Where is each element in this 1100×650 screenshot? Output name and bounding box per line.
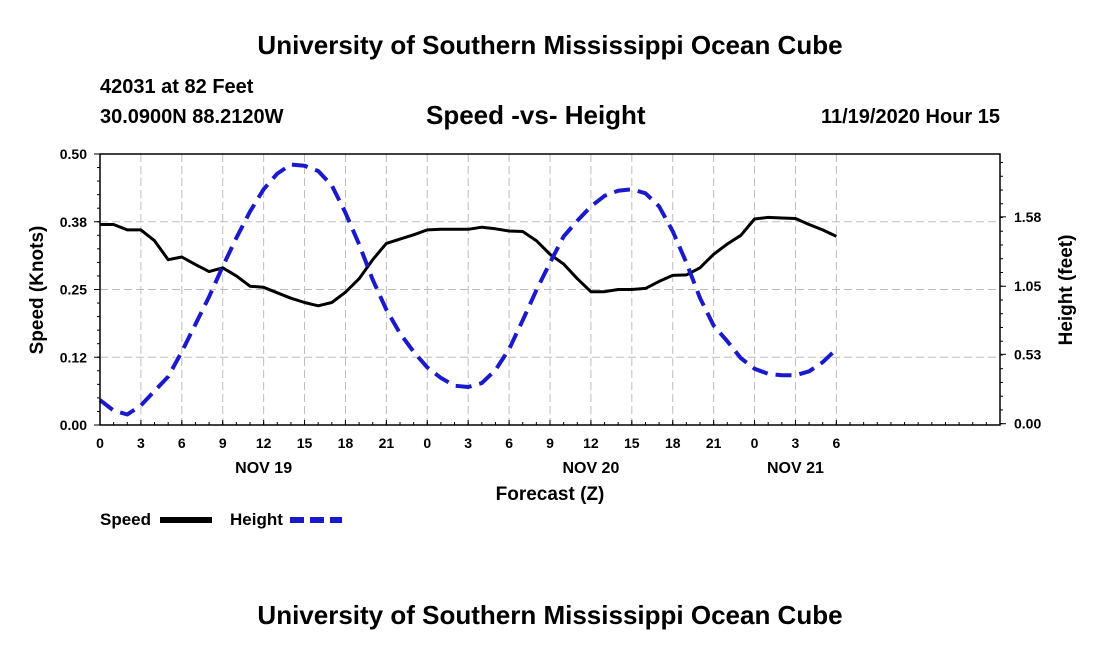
x-axis: 0 3 6 9 12 15 18 21 0 3 6 9 12 15 18 21 0 3 6 NOV 19 NOV 20 N… bbox=[96, 420, 1001, 477]
x-tick-label: 21 bbox=[379, 435, 395, 451]
y-tick-label: 0.38 bbox=[60, 214, 87, 230]
datetime-label: 11/19/2020 Hour 15 bbox=[820, 106, 1000, 128]
day-label: NOV 19 bbox=[235, 460, 292, 477]
legend-height-swatch bbox=[290, 517, 342, 523]
grid-lines bbox=[100, 154, 1000, 425]
speed-series-line bbox=[100, 215, 838, 308]
right-axis: 0.00 0.53 1.05 1.58 bbox=[1000, 162, 1041, 432]
chart: 0.00 0.12 0.25 0.38 0.50 0.00 0.53 1.05 1.58 0 3… bbox=[27, 146, 1077, 505]
height-series-line bbox=[98, 162, 838, 417]
y2-axis-title: Height (feet) bbox=[1056, 235, 1077, 346]
y2-tick-label: 0.53 bbox=[1014, 346, 1041, 362]
y-axis-title: Speed (Knots) bbox=[27, 226, 48, 355]
x-tick-label: 0 bbox=[751, 435, 759, 451]
y2-tick-label: 0.00 bbox=[1014, 416, 1041, 432]
series-layer bbox=[98, 162, 838, 417]
chart-subtitle: Speed -vs- Height bbox=[426, 100, 646, 130]
coordinates-label: 30.0900N 88.2120W bbox=[100, 106, 284, 128]
x-tick-label: 6 bbox=[505, 435, 513, 451]
x-axis-title: Forecast (Z) bbox=[496, 484, 605, 505]
left-axis: 0.00 0.12 0.25 0.38 0.50 bbox=[60, 146, 100, 433]
x-tick-label: 6 bbox=[178, 435, 186, 451]
y2-tick-label: 1.58 bbox=[1014, 209, 1041, 225]
y-tick-label: 0.25 bbox=[60, 282, 87, 298]
x-tick-label: 18 bbox=[665, 435, 681, 451]
x-tick-label: 0 bbox=[96, 435, 104, 451]
day-label: NOV 21 bbox=[767, 460, 824, 477]
x-tick-label: 3 bbox=[137, 435, 145, 451]
x-tick-label: 9 bbox=[546, 435, 554, 451]
x-tick-label: 18 bbox=[338, 435, 354, 451]
y2-tick-label: 1.05 bbox=[1014, 278, 1041, 294]
x-tick-label: 0 bbox=[423, 435, 431, 451]
x-tick-label: 12 bbox=[256, 435, 272, 451]
chart-title-top: University of Southern Mississippi Ocean… bbox=[257, 30, 843, 60]
x-tick-label: 9 bbox=[219, 435, 227, 451]
y-tick-label: 0.50 bbox=[60, 146, 87, 162]
x-tick-label: 12 bbox=[583, 435, 599, 451]
x-tick-label: 6 bbox=[832, 435, 840, 451]
x-tick-label: 15 bbox=[624, 435, 640, 451]
legend-speed-swatch bbox=[160, 517, 212, 523]
x-tick-label: 3 bbox=[464, 435, 472, 451]
y-tick-label: 0.12 bbox=[60, 349, 87, 365]
y-tick-label: 0.00 bbox=[60, 417, 87, 433]
chart-title-bottom: University of Southern Mississippi Ocean… bbox=[257, 600, 843, 630]
x-tick-label: 21 bbox=[706, 435, 722, 451]
x-tick-label: 3 bbox=[792, 435, 800, 451]
legend-speed-label: Speed bbox=[100, 510, 152, 529]
station-label: 42031 at 82 Feet bbox=[100, 76, 254, 98]
x-tick-label: 15 bbox=[297, 435, 313, 451]
day-label: NOV 20 bbox=[562, 460, 619, 477]
legend-height-label: Height bbox=[230, 510, 283, 529]
